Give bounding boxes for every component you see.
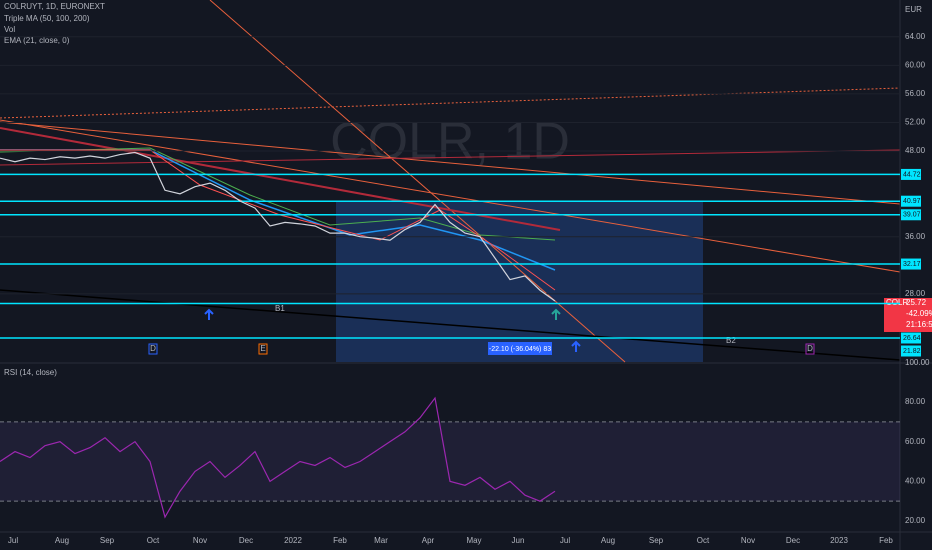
level-label: 32.17 — [903, 261, 921, 268]
x-tick-label: 2023 — [830, 536, 848, 545]
event-label: D — [150, 344, 156, 353]
watermark: COLR, 1D — [330, 113, 570, 171]
moving-average — [0, 147, 556, 241]
x-tick-label: Oct — [697, 536, 710, 545]
trend-line — [209, 0, 626, 363]
arrow — [204, 308, 214, 320]
level-label: 39.07 — [903, 212, 921, 219]
event-label: D — [807, 344, 813, 353]
event-icon — [258, 343, 268, 355]
series-line — [0, 396, 556, 519]
x-tick-label: Dec — [239, 536, 253, 545]
last-price: -42.09% — [906, 309, 932, 318]
indicator: Vol — [4, 25, 15, 34]
rsi-title: RSI (14, close) — [4, 368, 57, 377]
level-label-bg — [901, 332, 921, 344]
level-label: 44.72 — [903, 171, 921, 178]
series-line — [0, 151, 556, 302]
x-tick-label: Apr — [422, 536, 435, 545]
indicator: EMA (21, close, 0) — [4, 36, 70, 45]
rsi-band — [0, 421, 900, 502]
level-label: 40.97 — [903, 198, 921, 205]
x-tick-label: Feb — [333, 536, 347, 545]
x-tick-label: Mar — [374, 536, 388, 545]
annotation: B1 — [275, 304, 285, 313]
level-label: 21.82 — [903, 348, 921, 355]
y-tick-label: 52.00 — [905, 118, 926, 127]
event-icon — [805, 343, 815, 355]
x-tick-label: Nov — [193, 536, 207, 545]
event-icon — [148, 343, 158, 355]
x-tick-label: Sep — [649, 536, 664, 545]
y-tick-label: 36.00 — [905, 232, 926, 241]
trend-line — [0, 119, 901, 273]
x-tick-label: Dec — [786, 536, 800, 545]
x-tick-label: Feb — [879, 536, 893, 545]
y-tick-label: 60.00 — [905, 60, 926, 69]
y-tick-label: 28.00 — [905, 289, 926, 298]
y-tick-label: 64.00 — [905, 32, 926, 41]
trend-line — [0, 127, 561, 231]
annotation: B2 — [726, 336, 736, 345]
level-label-bg — [901, 258, 921, 270]
volume-axis-label: 100.00 — [905, 358, 930, 367]
x-tick-label: Jul — [560, 536, 570, 545]
trend-line — [0, 121, 901, 205]
last-price: 25.72 — [906, 298, 927, 307]
level-label-bg — [901, 209, 921, 221]
currency: EUR — [905, 5, 922, 14]
x-tick-label: Jun — [512, 536, 525, 545]
x-tick-label: Aug — [601, 536, 615, 545]
x-tick-label: Oct — [147, 536, 160, 545]
level-label-bg — [901, 195, 921, 207]
level-label-bg — [901, 345, 921, 357]
trend-line — [0, 289, 901, 361]
ema — [0, 149, 556, 291]
x-tick-label: Jul — [8, 536, 18, 545]
y-tick-label: 80.00 — [905, 397, 926, 406]
y-tick-label: 60.00 — [905, 437, 926, 446]
y-tick-label: 20.00 — [905, 516, 926, 525]
y-tick-label: 40.00 — [905, 476, 926, 485]
event-label: E — [260, 344, 265, 353]
x-tick-label: May — [466, 536, 481, 545]
level-label: 26.64 — [903, 335, 921, 342]
indicator: Triple MA (50, 100, 200) — [4, 14, 90, 23]
x-tick-label: Nov — [741, 536, 755, 545]
x-tick-label: Aug — [55, 536, 69, 545]
arrow — [571, 340, 581, 352]
y-tick-label: 48.00 — [905, 146, 926, 155]
measure-label-bg — [488, 342, 552, 355]
level-label-bg — [901, 168, 921, 180]
arrow — [551, 308, 561, 320]
measure-label: -22.10 (-36.04%) 83 — [489, 346, 551, 353]
x-tick-label: Sep — [100, 536, 115, 545]
symbol: COLRUYT, 1D, EURONEXT — [4, 2, 105, 11]
trend-line — [0, 149, 901, 166]
last-price: 21:16:50 — [906, 320, 932, 329]
x-tick-label: 2022 — [284, 536, 302, 545]
y-tick-label: 56.00 — [905, 89, 926, 98]
last-price: COLR — [886, 298, 908, 307]
